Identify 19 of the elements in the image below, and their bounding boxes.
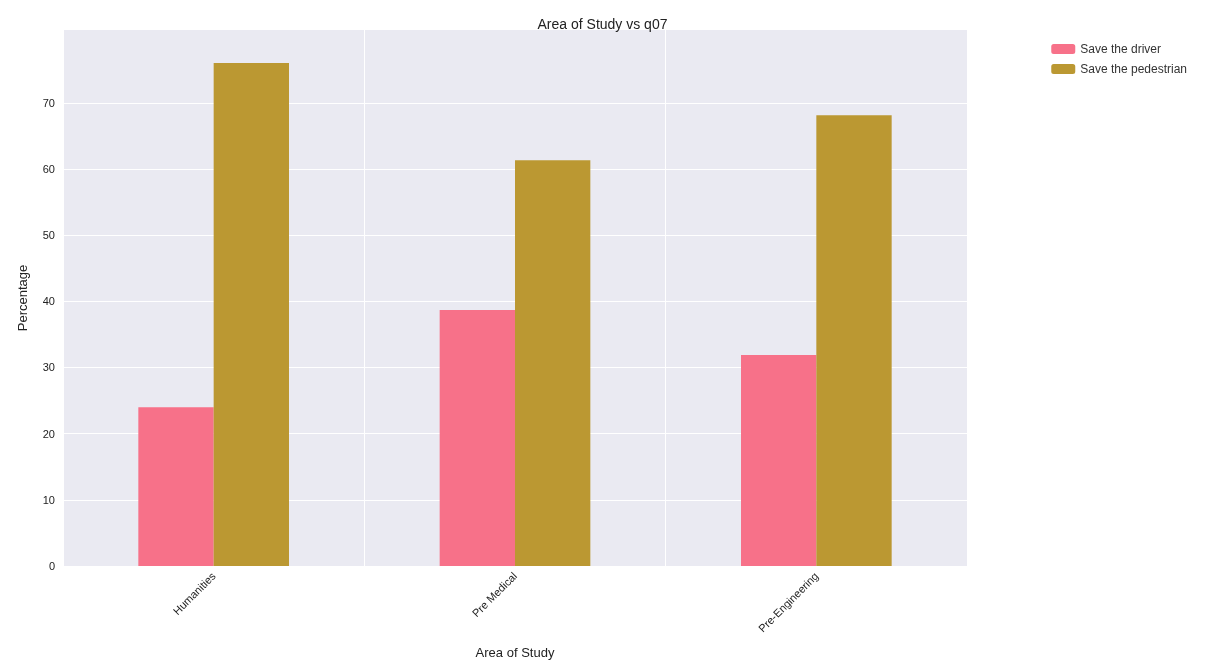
bar bbox=[741, 354, 817, 566]
legend-label: Save the pedestrian bbox=[1080, 62, 1188, 76]
legend-label: Save the driver bbox=[1080, 42, 1161, 56]
y-axis-title: Percentage bbox=[15, 264, 30, 332]
y-tick-label: 60 bbox=[42, 162, 55, 175]
bar bbox=[213, 63, 289, 566]
bar bbox=[439, 309, 515, 566]
y-tick-label: 10 bbox=[42, 493, 55, 506]
y-tick-label: 0 bbox=[48, 560, 55, 572]
y-tick-label: 40 bbox=[42, 295, 55, 308]
chart-title: Area of Study vs q07 bbox=[537, 16, 668, 32]
x-axis-title: Area of Study bbox=[475, 645, 555, 660]
bar bbox=[138, 407, 214, 566]
bar bbox=[515, 160, 591, 566]
bar bbox=[816, 115, 892, 566]
y-tick-label: 30 bbox=[42, 361, 55, 374]
y-tick-label: 20 bbox=[42, 427, 55, 440]
y-tick-label: 50 bbox=[42, 229, 55, 242]
y-tick-label: 70 bbox=[42, 96, 55, 109]
